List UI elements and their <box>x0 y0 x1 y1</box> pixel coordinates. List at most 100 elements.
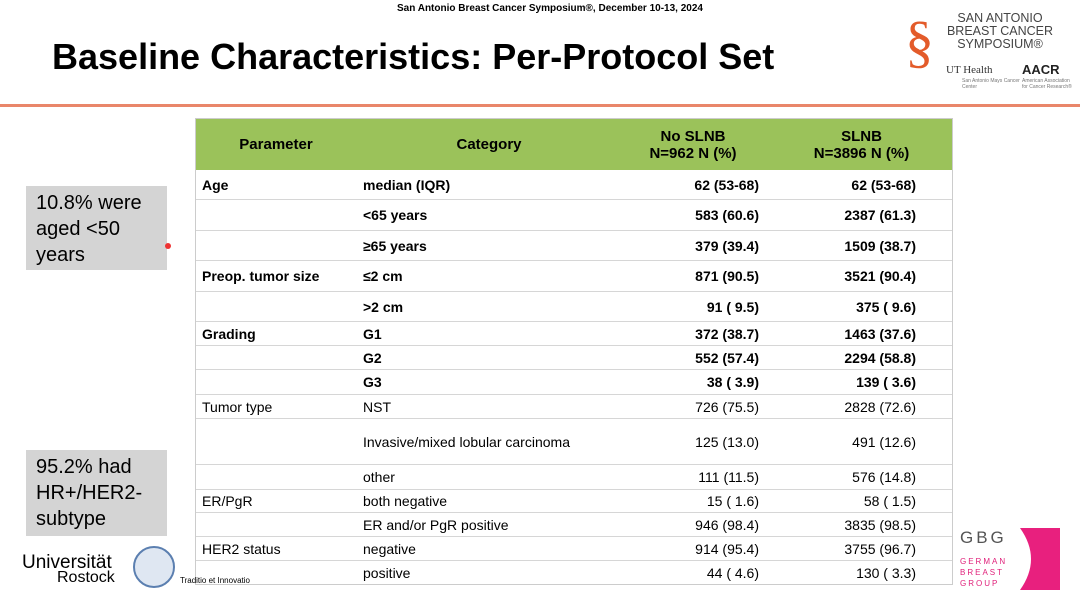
table-cell: 491 (12.6) <box>852 433 916 450</box>
table-cell: 38 ( 3.9) <box>706 374 759 390</box>
table-cell: 2828 (72.6) <box>844 398 916 415</box>
seal <box>133 546 175 588</box>
table-cell: 3521 (90.4) <box>844 268 916 284</box>
table-row: HER2 status negative 914 (95.4) 3755 (96.7) <box>196 536 952 560</box>
table-cell: HER2 status <box>202 540 281 557</box>
column-header: Parameter <box>239 136 313 153</box>
table-cell: 583 (60.6) <box>695 207 759 223</box>
table-cell: 2294 (58.8) <box>844 349 916 366</box>
table-cell: 62 (53-68) <box>851 176 916 193</box>
table-cell: ≥65 years <box>363 237 427 254</box>
table-cell: 946 (98.4) <box>695 516 759 533</box>
header-row: Parameter Category No SLNB N=962 N (%) SLNB… <box>196 119 952 170</box>
conference: San Antonio Breast Cancer Symposium®, De… <box>396 3 703 14</box>
table-cell: 62 (53-68) <box>694 176 759 193</box>
table-cell: Grading <box>202 325 256 342</box>
table-cell: ≤2 cm <box>363 268 403 284</box>
table-cell: 375 ( 9.6) <box>856 298 916 315</box>
table-cell: both negative <box>363 493 448 509</box>
table-cell: 15 ( 1.6) <box>706 493 759 509</box>
table-cell: <65 years <box>363 207 428 223</box>
column-header: No SLNB N=962 N (%) <box>649 127 737 162</box>
table-cell: 1509 (38.7) <box>844 237 916 254</box>
university: Rostock <box>57 569 115 586</box>
table-cell <box>196 346 356 369</box>
column-header: SLNB N=3896 N (%) <box>813 127 910 162</box>
table-cell: 372 (38.7) <box>695 325 759 342</box>
table-cell: 726 (75.5) <box>695 398 759 415</box>
table-cell: 3835 (98.5) <box>844 516 916 533</box>
table-row: Tumor type NST 726 (75.5) 2828 (72.6) <box>196 394 952 418</box>
logo-mark: § <box>905 9 934 74</box>
table-row: >2 cm 91 ( 9.5) 375 ( 9.6) <box>196 291 952 321</box>
gbg-mark <box>1020 528 1060 590</box>
table-cell <box>196 419 356 464</box>
pointer <box>165 243 171 249</box>
table-cell: median (IQR) <box>363 176 451 193</box>
table-cell: Invasive/mixed lobular carcinoma <box>363 433 570 450</box>
table-row: G2 552 (57.4) 2294 (58.8) <box>196 345 952 369</box>
table-cell: 130 ( 3.3) <box>856 564 916 581</box>
table-cell: 2387 (61.3) <box>844 207 916 223</box>
university: Universität <box>22 552 112 573</box>
logo-partner-sub: American Association for Cancer Research… <box>1022 78 1072 90</box>
logo-partner: UT Health <box>946 64 993 76</box>
table-row: G3 38 ( 3.9) 139 ( 3.6) <box>196 369 952 394</box>
table-cell: negative <box>363 540 416 557</box>
table-row: other 111 (11.5) 576 (14.8) <box>196 464 952 489</box>
gbg-full: GERMAN BREAST GROUP <box>960 557 1008 588</box>
table-cell: 139 ( 3.6) <box>856 374 916 390</box>
table-cell: NST <box>363 398 391 415</box>
table-cell: 552 (57.4) <box>695 349 759 366</box>
table-cell: 1463 (37.6) <box>844 325 916 342</box>
table-row: ER and/or PgR positive 946 (98.4) 3835 (98… <box>196 512 952 536</box>
table-cell: 576 (14.8) <box>852 469 916 485</box>
table-cell <box>196 292 356 321</box>
table-cell: Preop. tumor size <box>202 268 320 284</box>
logo-partner-sub: San Antonio Mays Cancer Center <box>962 78 1020 90</box>
table-row: ≥65 years 379 (39.4) 1509 (38.7) <box>196 230 952 260</box>
table-cell: >2 cm <box>363 298 404 315</box>
table-cell: 379 (39.4) <box>695 237 759 254</box>
table-row: Preop. tumor size ≤2 cm 871 (90.5) 3521 (90… <box>196 260 952 291</box>
table-cell: 111 (11.5) <box>698 469 759 485</box>
motto: Traditio et Innovatio <box>180 576 250 585</box>
logo-name: SAN ANTONIO BREAST CANCER SYMPOSIUM® <box>946 11 1054 51</box>
table-row: Grading G1 372 (38.7) 1463 (37.6) <box>196 321 952 345</box>
table-cell: 914 (95.4) <box>695 540 759 557</box>
table-cell: G1 <box>363 325 382 342</box>
table-cell <box>196 200 356 230</box>
table-cell: G2 <box>363 349 382 366</box>
divider <box>0 104 1080 107</box>
table-row: <65 years 583 (60.6) 2387 (61.3) <box>196 199 952 230</box>
table-row: positive 44 ( 4.6) 130 ( 3.3) <box>196 560 952 584</box>
logo-partner: AACR <box>1022 62 1060 77</box>
table-cell <box>196 370 356 394</box>
table-cell <box>196 465 356 489</box>
table-cell <box>196 513 356 536</box>
note: 10.8% were aged <50 years <box>26 186 167 270</box>
title: Baseline Characteristics: Per-Protocol S… <box>52 36 775 77</box>
table-cell: 91 ( 9.5) <box>706 298 759 315</box>
table-cell: 871 (90.5) <box>695 268 759 284</box>
table-cell: G3 <box>363 374 382 390</box>
table-cell: 3755 (96.7) <box>844 540 916 557</box>
gbg: GBG <box>960 528 1007 547</box>
table-cell: other <box>363 469 395 485</box>
table-cell: ER/PgR <box>202 493 253 509</box>
table-cell: 44 ( 4.6) <box>706 564 759 581</box>
column-header: Category <box>456 136 522 153</box>
table-row: ER/PgR both negative 15 ( 1.6) 58 ( 1.5) <box>196 489 952 512</box>
table-cell: ER and/or PgR positive <box>363 516 509 533</box>
table-cell: positive <box>363 564 411 581</box>
table-cell: 125 (13.0) <box>695 433 759 450</box>
table-row: Age median (IQR) 62 (53-68) 62 (53-68) <box>196 170 952 199</box>
table-row: Invasive/mixed lobular carcinoma 125 (13.… <box>196 418 952 464</box>
table-cell <box>196 231 356 260</box>
note: 95.2% had HR+/HER2-subtype <box>26 450 167 536</box>
table-cell: 58 ( 1.5) <box>863 493 916 509</box>
table-cell: Age <box>202 176 229 193</box>
table: Parameter Category No SLNB N=962 N (%) SLNB… <box>195 118 953 585</box>
table-cell: Tumor type <box>202 398 273 415</box>
